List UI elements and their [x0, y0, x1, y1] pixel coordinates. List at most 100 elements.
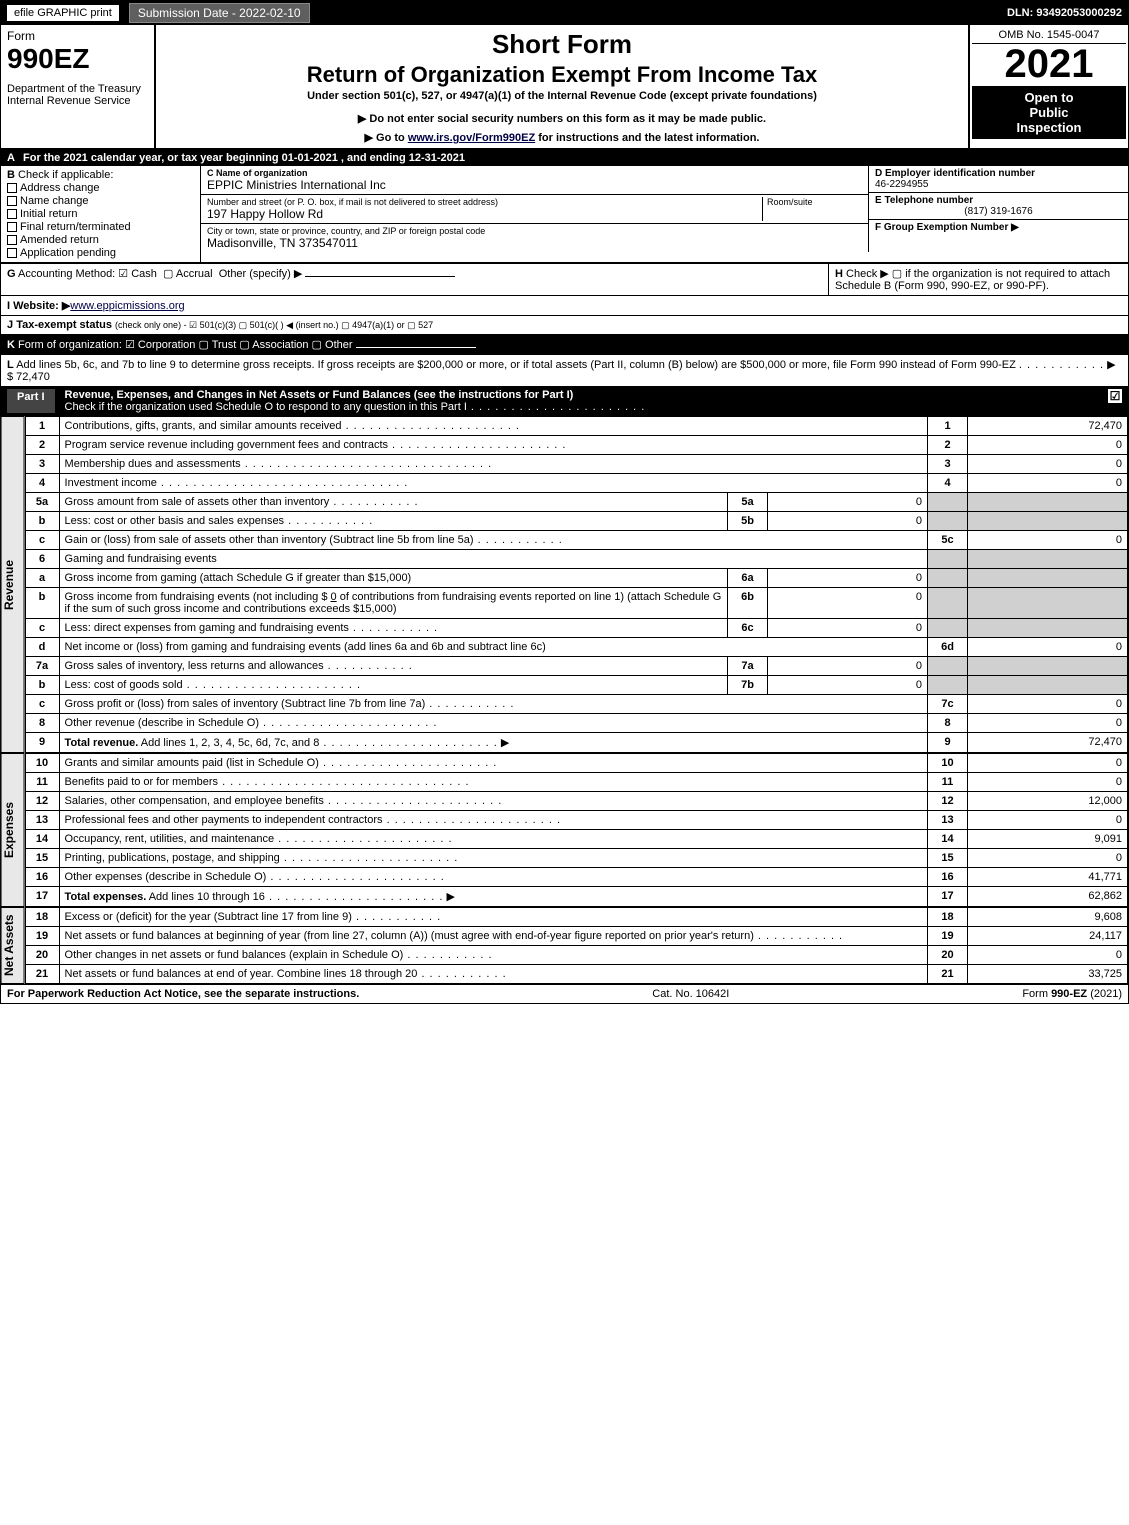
checkbox-name-change[interactable] [7, 196, 17, 206]
cb-label-pending: Application pending [20, 247, 116, 259]
expenses-table: 10Grants and similar amounts paid (list … [25, 753, 1128, 907]
efile-print-button[interactable]: efile GRAPHIC print [7, 5, 119, 21]
expenses-section: Expenses 10Grants and similar amounts pa… [1, 753, 1128, 907]
j-post: (check only one) - ☑ 501(c)(3) ▢ 501(c)(… [115, 320, 433, 330]
line-12: 12Salaries, other compensation, and empl… [25, 792, 1127, 811]
bullet-1: ▶ Do not enter social security numbers o… [164, 112, 960, 125]
line-7a: 7aGross sales of inventory, less returns… [25, 657, 1127, 676]
dept-label: Department of the Treasury [7, 83, 148, 95]
line-18: 18Excess or (deficit) for the year (Subt… [25, 908, 1127, 927]
section-i: I Website: ▶www.eppicmissions.org [1, 295, 1128, 315]
d-label: D Employer identification number [875, 168, 1035, 179]
line-7b: bLess: cost of goods sold7b0 [25, 676, 1127, 695]
line-6: 6Gaming and fundraising events [25, 550, 1127, 569]
line-21: 21Net assets or fund balances at end of … [25, 965, 1127, 984]
line-4: 4Investment income40 [25, 474, 1127, 493]
part-1-header: Part I Revenue, Expenses, and Changes in… [1, 386, 1128, 416]
f-label: F Group Exemption Number ▶ [875, 222, 1019, 233]
g-accrual: Accrual [176, 268, 213, 280]
line-5b: bLess: cost or other basis and sales exp… [25, 512, 1127, 531]
revenue-section: Revenue 1Contributions, gifts, grants, a… [1, 416, 1128, 753]
schedule-o-checkbox[interactable]: ☑ [1108, 389, 1122, 403]
open-line2: Public [976, 105, 1122, 120]
cb-label-final: Final return/terminated [20, 221, 131, 233]
net-assets-section: Net Assets 18Excess or (deficit) for the… [1, 907, 1128, 984]
part-1-title: Revenue, Expenses, and Changes in Net As… [65, 389, 574, 401]
revenue-side-label: Revenue [1, 416, 25, 753]
form-number: 990EZ [7, 43, 90, 74]
room-label: Room/suite [767, 197, 862, 207]
checkbox-address-change[interactable] [7, 183, 17, 193]
phone-value: (817) 319-1676 [875, 206, 1122, 217]
section-a: AFor the 2021 calendar year, or tax year… [1, 150, 1128, 166]
j-pre: Tax-exempt status [16, 319, 112, 331]
line-10: 10Grants and similar amounts paid (list … [25, 754, 1127, 773]
submission-date-button[interactable]: Submission Date - 2022-02-10 [129, 3, 310, 23]
line-9: 9Total revenue. Total revenue. Add lines… [25, 733, 1127, 753]
line-11: 11Benefits paid to or for members110 [25, 773, 1127, 792]
checkbox-initial-return[interactable] [7, 209, 17, 219]
section-a-text: For the 2021 calendar year, or tax year … [23, 152, 465, 164]
website-link[interactable]: www.eppicmissions.org [70, 300, 184, 312]
form-990ez-page: efile GRAPHIC print Submission Date - 20… [0, 0, 1129, 1004]
page-footer: For Paperwork Reduction Act Notice, see … [1, 984, 1128, 1003]
g-other: Other (specify) ▶ [219, 268, 303, 280]
dln-label: DLN: 93492053000292 [1007, 7, 1122, 19]
form-header: Form 990EZ Department of the Treasury In… [1, 25, 1128, 150]
part-1-tab: Part I [7, 389, 55, 413]
short-form-title: Short Form [164, 29, 960, 60]
line-20: 20Other changes in net assets or fund ba… [25, 946, 1127, 965]
line-6a: aGross income from gaming (attach Schedu… [25, 569, 1127, 588]
section-j: J Tax-exempt status (check only one) - ☑… [1, 315, 1128, 334]
line-13: 13Professional fees and other payments t… [25, 811, 1127, 830]
subtitle: Under section 501(c), 527, or 4947(a)(1)… [164, 90, 960, 102]
e-label: E Telephone number [875, 195, 973, 206]
g-label: Accounting Method: [18, 268, 115, 280]
line-14: 14Occupancy, rent, utilities, and mainte… [25, 830, 1127, 849]
c-label: C Name of organization [207, 168, 308, 178]
section-l: L Add lines 5b, 6c, and 7b to line 9 to … [1, 354, 1128, 386]
checkbox-final-return[interactable] [7, 222, 17, 232]
checkbox-pending[interactable] [7, 248, 17, 258]
line-3: 3Membership dues and assessments30 [25, 455, 1127, 474]
footer-right: Form 990-EZ (2021) [1022, 988, 1122, 1000]
line-15: 15Printing, publications, postage, and s… [25, 849, 1127, 868]
line-6c: cLess: direct expenses from gaming and f… [25, 619, 1127, 638]
line-19: 19Net assets or fund balances at beginni… [25, 927, 1127, 946]
return-title: Return of Organization Exempt From Incom… [164, 62, 960, 88]
open-line3: Inspection [976, 120, 1122, 135]
net-assets-side-label: Net Assets [1, 907, 25, 984]
cb-label-amended: Amended return [20, 234, 99, 246]
irs-label: Internal Revenue Service [7, 95, 148, 107]
k-text: Form of organization: ☑ Corporation ▢ Tr… [18, 339, 353, 351]
line-5a: 5aGross amount from sale of assets other… [25, 493, 1127, 512]
cb-label-name: Name change [20, 195, 89, 207]
line-7c: cGross profit or (loss) from sales of in… [25, 695, 1127, 714]
l-text: Add lines 5b, 6c, and 7b to line 9 to de… [16, 359, 1016, 371]
cb-label-initial: Initial return [20, 208, 77, 220]
expenses-side-label: Expenses [1, 753, 25, 907]
checkbox-amended[interactable] [7, 235, 17, 245]
footer-left: For Paperwork Reduction Act Notice, see … [7, 988, 359, 1000]
i-label: Website: ▶ [13, 300, 70, 312]
open-line1: Open to [976, 90, 1122, 105]
line-16: 16Other expenses (describe in Schedule O… [25, 868, 1127, 887]
section-b-checkboxes: B Check if applicable: Address change Na… [1, 166, 201, 262]
line-1: 1Contributions, gifts, grants, and simil… [25, 417, 1127, 436]
ein-value: 46-2294955 [875, 179, 1122, 190]
bullet-2-pre: ▶ Go to [365, 132, 408, 144]
line-6b: bGross income from fundraising events (n… [25, 588, 1127, 619]
city-value: Madisonville, TN 373547011 [207, 236, 862, 250]
irs-link[interactable]: www.irs.gov/Form990EZ [408, 132, 535, 144]
section-g-h: G Accounting Method: ☑ Cash ▢ Accrual Ot… [1, 263, 1128, 295]
net-assets-table: 18Excess or (deficit) for the year (Subt… [25, 907, 1128, 984]
cb-label-address: Address change [20, 182, 100, 194]
revenue-table: 1Contributions, gifts, grants, and simil… [25, 416, 1128, 753]
bullet-2-post: for instructions and the latest informat… [535, 132, 759, 144]
line-2: 2Program service revenue including gover… [25, 436, 1127, 455]
org-name: EPPIC Ministries International Inc [207, 178, 862, 192]
addr-label: Number and street (or P. O. box, if mail… [207, 197, 762, 207]
addr-value: 197 Happy Hollow Rd [207, 207, 762, 221]
section-b-title: Check if applicable: [18, 169, 113, 181]
line-6d: dNet income or (loss) from gaming and fu… [25, 638, 1127, 657]
